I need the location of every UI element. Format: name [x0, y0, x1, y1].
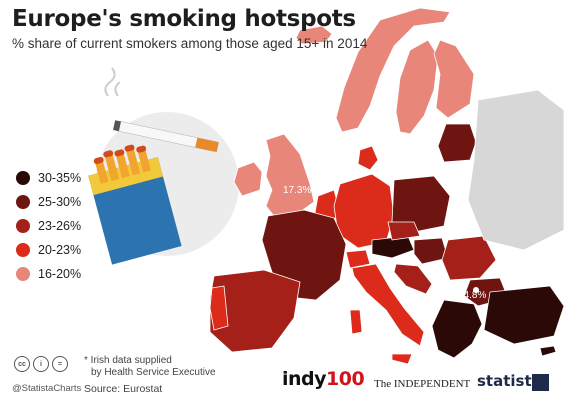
region-italy	[351, 263, 425, 347]
indy100-logo: indy100	[282, 368, 365, 390]
footnote-line-1: * Irish data supplied	[84, 355, 172, 366]
legend-swatch	[16, 267, 30, 281]
no-derivatives-icon: =	[52, 356, 68, 372]
legend-swatch	[16, 195, 30, 209]
legend-label: 23-26%	[38, 219, 82, 233]
region-hungary	[413, 237, 449, 265]
source: Source: Eurostat	[84, 383, 163, 395]
attribution-icon: i	[33, 356, 49, 372]
region-czech	[387, 221, 421, 241]
label-34-8: 34.8%	[458, 290, 486, 301]
legend-item: 20-23%	[16, 238, 81, 262]
cc-license-icons: cc i =	[14, 356, 68, 372]
twitter-handle: @StatistaCharts	[12, 383, 82, 394]
legend-swatch	[16, 219, 30, 233]
label-16-7: 16.7%	[380, 131, 408, 142]
region-uk	[265, 133, 315, 217]
region-greece	[431, 299, 483, 359]
legend-swatch	[16, 243, 30, 257]
region-sicily	[391, 353, 413, 365]
region-sardinia	[349, 309, 363, 335]
footnote-line-2: by Health Service Executive	[91, 367, 216, 378]
page-title: Europe's smoking hotspots	[12, 6, 356, 32]
region-east	[467, 89, 564, 251]
callout-34-8: 34.8%	[458, 287, 486, 301]
legend-swatch	[16, 171, 30, 185]
legend-item: 25-30%	[16, 190, 81, 214]
legend-label: 25-30%	[38, 195, 82, 209]
legend-label: 20-23%	[38, 243, 82, 257]
region-switzerland	[345, 249, 371, 269]
region-portugal	[209, 285, 229, 331]
cigarette-illustration	[88, 67, 239, 265]
legend: 30-35% 25-30% 23-26% 20-23% 16-20%	[16, 166, 81, 286]
region-romania	[441, 235, 497, 281]
label-17-3: 17.3%	[283, 185, 311, 196]
callout-17-3: 17.3%	[283, 185, 311, 196]
region-iceland	[295, 25, 333, 45]
region-turkey	[483, 285, 564, 345]
legend-item: 23-26%	[16, 214, 81, 238]
indy-number: 100	[326, 368, 365, 390]
region-cyprus	[539, 345, 557, 357]
region-sweden	[395, 39, 439, 135]
legend-item: 16-20%	[16, 262, 81, 286]
region-croatia	[393, 263, 433, 295]
callout-16-7: 16.7%	[380, 131, 408, 142]
region-finland	[433, 39, 475, 119]
region-norway	[335, 7, 451, 133]
independent-logo: The INDEPENDENT	[374, 378, 471, 390]
indy-text: indy	[282, 368, 327, 390]
legend-label: 30-35%	[38, 171, 82, 185]
footnote: * Irish data supplied by Health Service …	[84, 355, 216, 379]
region-ireland	[233, 161, 263, 197]
region-baltics	[437, 123, 477, 163]
region-denmark	[357, 145, 379, 171]
cc-icon: cc	[14, 356, 30, 372]
legend-item: 30-35%	[16, 166, 81, 190]
legend-label: 16-20%	[38, 267, 82, 281]
page-subtitle: % share of current smokers among those a…	[12, 36, 368, 51]
statista-logo: statista	[477, 372, 542, 390]
statista-mark-icon	[532, 374, 549, 391]
